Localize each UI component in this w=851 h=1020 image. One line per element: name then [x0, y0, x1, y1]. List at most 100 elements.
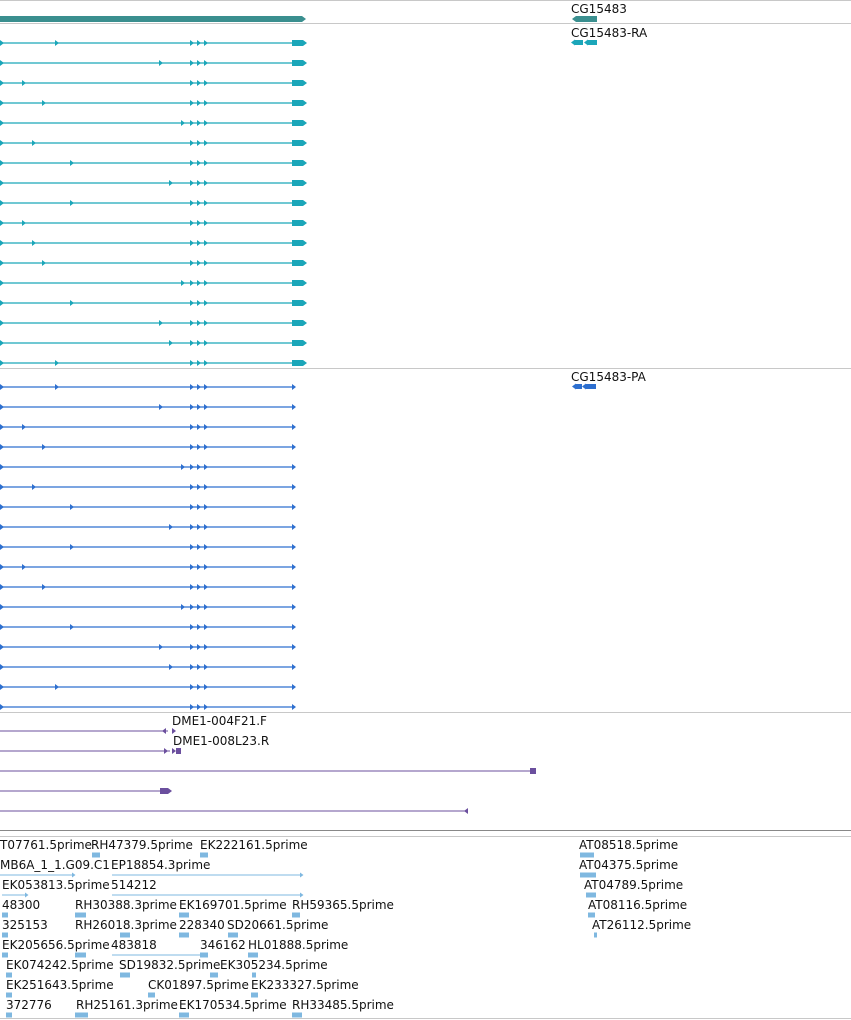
- clone-label[interactable]: DME1-008L23.R: [173, 734, 270, 748]
- est-label[interactable]: MB6A_1_1.G09.C1: [0, 858, 110, 872]
- protein-exon: [190, 484, 194, 490]
- transcript-exon: [197, 80, 201, 86]
- transcript-exon: [204, 160, 208, 166]
- est-label[interactable]: EK053813.5prime: [2, 878, 110, 892]
- est-alignment: [120, 972, 130, 978]
- clone-end: [172, 748, 176, 754]
- est-alignment: [586, 892, 596, 898]
- est-label[interactable]: RH25161.3prime: [76, 998, 178, 1012]
- est-label[interactable]: 483818: [111, 938, 157, 952]
- protein-exon: [190, 684, 194, 690]
- protein-exon: [181, 604, 185, 610]
- est-alignment: [6, 972, 12, 978]
- clone-track: [0, 728, 536, 814]
- clone-end: [168, 788, 172, 794]
- protein-exon: [204, 584, 208, 590]
- transcript-exon: [204, 180, 208, 186]
- est-label[interactable]: EK169701.5prime: [179, 898, 287, 912]
- protein-exon: [70, 544, 74, 550]
- est-label[interactable]: 325153: [2, 918, 48, 932]
- est-label[interactable]: AT26112.5prime: [592, 918, 692, 932]
- transcript-exon: [190, 180, 194, 186]
- est-alignment: [251, 992, 258, 998]
- protein-exon: [292, 504, 296, 510]
- transcript-exon: [197, 240, 201, 246]
- protein-exon: [190, 644, 194, 650]
- est-label[interactable]: AT04789.5prime: [584, 878, 684, 892]
- est-label[interactable]: 48300: [2, 898, 41, 912]
- protein-exon: [204, 404, 208, 410]
- transcript-exon: [0, 140, 4, 146]
- transcript-exon: [197, 180, 201, 186]
- transcript-exon: [0, 280, 4, 286]
- protein-exon: [204, 524, 208, 530]
- protein-exon: [169, 664, 173, 670]
- transcript-exon: [292, 60, 303, 66]
- transcript-exon: [197, 200, 201, 206]
- est-label[interactable]: 228340: [179, 918, 225, 932]
- transcript-exon: [190, 360, 194, 366]
- est-label[interactable]: RH26018.3prime: [75, 918, 177, 932]
- transcript-exon: [22, 80, 26, 86]
- track-divider: [0, 23, 851, 24]
- protein-exon: [292, 424, 296, 430]
- est-alignment: [72, 872, 76, 878]
- protein-exon: [292, 444, 296, 450]
- est-label[interactable]: RH33485.5prime: [292, 998, 394, 1012]
- transcript-exon: [204, 300, 208, 306]
- protein-exon: [0, 704, 4, 710]
- est-alignment: [179, 932, 189, 938]
- transcript-exon: [197, 120, 201, 126]
- gene-label[interactable]: CG15483: [571, 2, 627, 16]
- protein-exon: [169, 524, 173, 530]
- est-label[interactable]: RH59365.5prime: [292, 898, 394, 912]
- est-label[interactable]: EK222161.5prime: [200, 838, 308, 852]
- protein-exon: [0, 484, 4, 490]
- transcript-exon: [42, 100, 46, 106]
- est-label[interactable]: SD19832.5prime: [119, 958, 221, 972]
- protein-label[interactable]: CG15483-PA: [571, 370, 646, 384]
- est-label[interactable]: EK305234.5prime: [220, 958, 328, 972]
- est-label[interactable]: HL01888.5prime: [248, 938, 349, 952]
- transcript-exon: [292, 120, 303, 126]
- est-label[interactable]: AT04375.5prime: [579, 858, 679, 872]
- est-label[interactable]: AT08116.5prime: [588, 898, 688, 912]
- est-label[interactable]: AT08518.5prime: [579, 838, 679, 852]
- est-alignment: [25, 892, 29, 898]
- est-label[interactable]: 346162: [200, 938, 246, 952]
- est-label[interactable]: SD20661.5prime: [227, 918, 329, 932]
- protein-exon: [0, 644, 4, 650]
- transcript-exon: [197, 260, 201, 266]
- est-label[interactable]: EK205656.5prime: [2, 938, 110, 952]
- transcript-exon: [571, 39, 575, 46]
- protein-exon: [22, 564, 26, 570]
- est-label[interactable]: 372776: [6, 998, 52, 1012]
- transcript-exon: [70, 200, 74, 206]
- est-label[interactable]: EK251643.5prime: [6, 978, 114, 992]
- transcript-exon: [588, 40, 597, 45]
- est-label[interactable]: T07761.5prime: [0, 838, 92, 852]
- protein-track: [0, 383, 596, 710]
- est-label[interactable]: CK01897.5prime: [148, 978, 249, 992]
- est-alignment: [92, 852, 100, 858]
- gene-arrow: [572, 16, 576, 22]
- protein-exon: [197, 684, 201, 690]
- est-label[interactable]: EK170534.5prime: [179, 998, 287, 1012]
- clone-end: [530, 768, 536, 774]
- est-label[interactable]: 514212: [111, 878, 157, 892]
- transcript-exon: [292, 240, 303, 246]
- transcript-exon: [55, 40, 59, 46]
- transcript-label[interactable]: CG15483-RA: [571, 26, 648, 40]
- transcript-exon: [0, 260, 4, 266]
- transcript-exon: [303, 260, 307, 266]
- est-label[interactable]: EK074242.5prime: [6, 958, 114, 972]
- est-label[interactable]: RH30388.3prime: [75, 898, 177, 912]
- transcript-exon: [197, 140, 201, 146]
- est-label[interactable]: RH47379.5prime: [91, 838, 193, 852]
- est-label[interactable]: EK233327.5prime: [251, 978, 359, 992]
- est-label[interactable]: EP18854.3prime: [111, 858, 211, 872]
- protein-exon: [190, 384, 194, 390]
- clone-label[interactable]: DME1-004F21.F: [172, 714, 267, 728]
- transcript-exon: [303, 360, 307, 366]
- protein-exon: [292, 684, 296, 690]
